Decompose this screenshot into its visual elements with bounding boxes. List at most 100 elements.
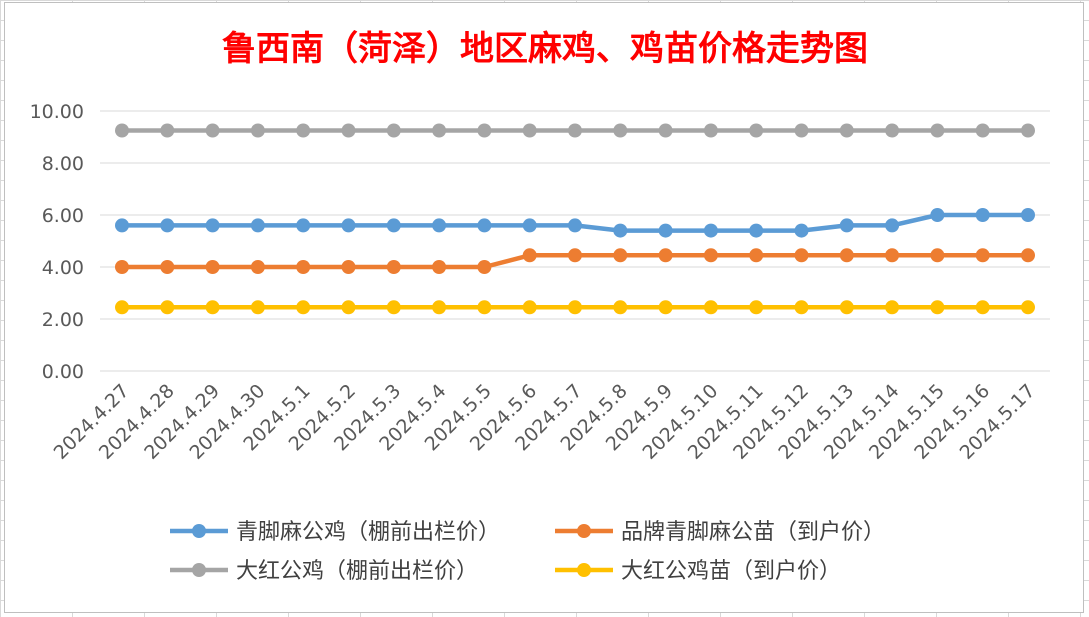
data-point	[885, 123, 900, 138]
data-point	[703, 223, 718, 238]
data-point	[794, 300, 809, 315]
data-point	[522, 123, 537, 138]
data-point	[930, 300, 945, 315]
data-point	[568, 218, 582, 233]
data-point	[658, 123, 673, 138]
data-point	[160, 260, 175, 274]
data-point	[160, 123, 175, 138]
data-point	[386, 260, 401, 274]
data-point	[794, 123, 809, 138]
data-point	[432, 123, 447, 138]
data-point	[1021, 208, 1035, 222]
data-point	[839, 248, 854, 263]
data-point	[250, 123, 265, 138]
data-point	[1021, 248, 1035, 263]
data-point	[205, 300, 220, 315]
data-point	[885, 300, 900, 315]
data-point	[749, 223, 764, 238]
legend-label: 大红公鸡（棚前出栏价）	[236, 559, 478, 584]
data-point	[794, 248, 809, 263]
data-point	[975, 123, 990, 138]
data-point	[613, 248, 628, 263]
legend-swatch-marker	[577, 524, 591, 538]
gridlines	[100, 110, 1050, 372]
data-point	[885, 248, 900, 263]
series-lines	[115, 123, 1035, 315]
data-point	[477, 218, 492, 233]
data-point	[658, 300, 673, 315]
data-point	[749, 248, 764, 263]
data-point	[613, 300, 628, 315]
x-axis-ticks: 2024.4.272024.4.282024.4.292024.4.302024…	[50, 380, 1040, 464]
data-point	[477, 260, 492, 274]
data-point	[568, 300, 582, 315]
legend-swatch-marker	[577, 563, 591, 577]
data-point	[160, 218, 175, 233]
data-point	[839, 218, 854, 233]
data-point	[205, 123, 220, 138]
data-point	[522, 218, 537, 233]
data-point	[432, 218, 447, 233]
data-point	[703, 123, 718, 138]
data-point	[930, 248, 945, 263]
data-point	[613, 223, 628, 238]
data-point	[432, 260, 447, 274]
data-point	[522, 300, 537, 315]
data-point	[341, 260, 356, 274]
data-point	[975, 248, 990, 263]
y-tick-label: 4.00	[42, 257, 84, 279]
data-point	[250, 218, 265, 233]
data-point	[477, 123, 492, 138]
data-point	[839, 300, 854, 315]
legend: 青脚麻公鸡（棚前出栏价） 品牌青脚麻公苗（到户价） 大红公鸡（棚前出栏价） 大红公鸡苗…	[170, 520, 885, 584]
y-tick-label: 6.00	[42, 205, 84, 227]
data-point	[658, 248, 673, 263]
data-point	[1021, 123, 1035, 138]
data-point	[432, 300, 447, 315]
data-point	[975, 208, 990, 222]
data-point	[115, 300, 129, 315]
data-point	[386, 123, 401, 138]
data-point	[1021, 300, 1035, 315]
data-point	[568, 248, 582, 263]
data-point	[205, 260, 220, 274]
legend-label: 品牌青脚麻公苗（到户价）	[621, 520, 885, 545]
data-point	[341, 218, 356, 233]
data-point	[250, 300, 265, 315]
y-tick-label: 10.00	[30, 101, 84, 123]
data-point	[115, 260, 129, 274]
y-tick-label: 2.00	[42, 309, 84, 331]
data-point	[749, 123, 764, 138]
data-point	[296, 218, 311, 233]
data-point	[839, 123, 854, 138]
data-point	[250, 260, 265, 274]
y-tick-label: 0.00	[42, 361, 84, 383]
data-point	[975, 300, 990, 315]
data-point	[930, 208, 945, 222]
data-point	[341, 300, 356, 315]
chart-title: 鲁西南（菏泽）地区麻鸡、鸡苗价格走势图	[222, 29, 868, 69]
data-point	[115, 123, 129, 138]
data-point	[658, 223, 673, 238]
data-point	[703, 248, 718, 263]
data-point	[522, 248, 537, 263]
data-point	[386, 300, 401, 315]
legend-swatch-marker	[192, 563, 206, 577]
data-point	[477, 300, 492, 315]
data-point	[296, 123, 311, 138]
y-axis-ticks: 0.00 2.00 4.00 6.00 8.00 10.00	[30, 101, 84, 383]
data-point	[930, 123, 945, 138]
data-point	[885, 218, 900, 233]
data-point	[341, 123, 356, 138]
data-point	[703, 300, 718, 315]
data-point	[296, 260, 311, 274]
data-point	[296, 300, 311, 315]
legend-label: 大红公鸡苗（到户价）	[621, 559, 841, 584]
data-point	[160, 300, 175, 315]
data-point	[386, 218, 401, 233]
y-tick-label: 8.00	[42, 153, 84, 175]
data-point	[794, 223, 809, 238]
data-point	[749, 300, 764, 315]
data-point	[568, 123, 582, 138]
